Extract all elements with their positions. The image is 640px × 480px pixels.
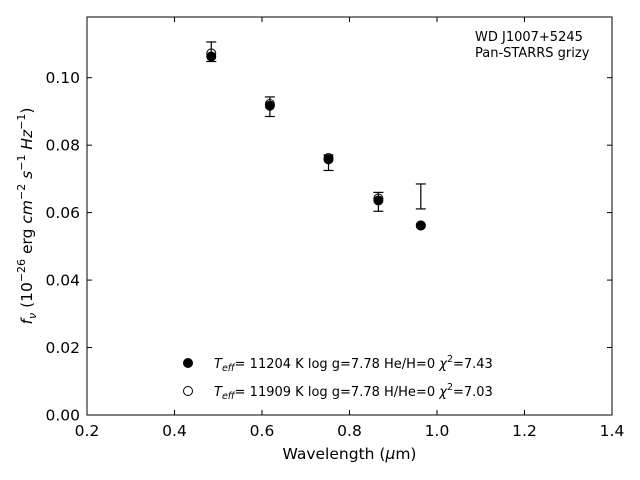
x-tick-label: 1.4: [600, 422, 625, 440]
annotation-line-1: WD J1007+5245: [475, 30, 583, 45]
legend-marker-open: [183, 386, 193, 396]
data-point-open: [415, 220, 426, 231]
y-tick-label: 0.10: [45, 69, 80, 87]
legend-entry-2: Teff= 11909 K log g=7.78 H/He=0 χ2=7.03: [214, 382, 493, 402]
data-point-open: [323, 152, 334, 163]
legend: Teff= 11204 K log g=7.78 He/H=0 χ2=7.43 …: [183, 354, 493, 402]
y-tick-label: 0.02: [45, 339, 80, 357]
y-tick-label: 0.04: [45, 272, 80, 290]
x-tick-label: 0.8: [337, 422, 362, 440]
error-bar: [415, 183, 426, 210]
x-tick-label: 0.6: [250, 422, 275, 440]
data-point-filled: [206, 51, 217, 62]
x-tick-label: 1.0: [425, 422, 450, 440]
x-axis-label: Wavelength (μm): [283, 445, 417, 463]
y-axis-label: fν (10−26 erg cm−2 s−1 Hz−1): [15, 108, 39, 325]
legend-marker-filled: [183, 358, 193, 368]
y-tick-label: 0.08: [45, 137, 80, 155]
x-tick-label: 0.4: [162, 422, 187, 440]
svg-text:fν (10−26 erg cm−2 s−1 Hz−1): fν (10−26 erg cm−2 s−1 Hz−1): [15, 108, 39, 325]
data-point-open: [264, 99, 275, 110]
data-point-open: [206, 48, 217, 59]
annotation-line-2: Pan-STARRS grizy: [475, 46, 590, 61]
x-tick-label: 1.2: [512, 422, 537, 440]
marks-layer: [206, 41, 426, 231]
data-point-open: [373, 193, 384, 204]
plot-frame: [86, 16, 613, 416]
y-tick-label: 0.06: [45, 204, 80, 222]
y-tick-label: 0.00: [45, 407, 80, 425]
legend-entry-1: Teff= 11204 K log g=7.78 He/H=0 χ2=7.43: [214, 354, 493, 374]
ticks-layer: 0.2 0.4 0.6 0.8 1.0 1.2 1.4 0.00 0.02 0.04 0.06 0.0…: [45, 17, 624, 440]
x-tick-label: 0.2: [75, 422, 100, 440]
